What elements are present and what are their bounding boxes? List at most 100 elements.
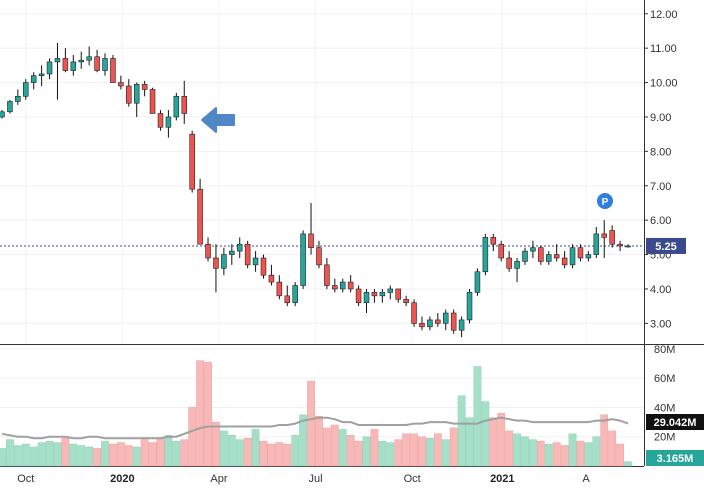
volume-bar	[140, 439, 149, 467]
candle	[474, 268, 481, 296]
candle-body	[86, 56, 92, 61]
candle-body	[506, 257, 512, 269]
volume-bar	[124, 445, 133, 467]
volume-bar	[132, 446, 141, 467]
candle	[229, 244, 235, 265]
volume-bar	[275, 442, 284, 467]
candle	[585, 251, 592, 262]
volume-bar	[410, 433, 418, 467]
candle	[284, 285, 291, 307]
candle-body	[30, 75, 37, 83]
candle-body	[157, 113, 164, 128]
back-arrow-icon	[201, 107, 235, 133]
candle-body	[561, 257, 568, 266]
volume-bar	[529, 439, 537, 467]
candle	[530, 240, 536, 258]
volume-bar	[346, 435, 355, 467]
candle-body	[577, 247, 584, 259]
volume-bar	[560, 445, 569, 467]
volume-bar	[235, 439, 244, 467]
volume-bar	[600, 414, 609, 467]
volume-bar	[608, 430, 617, 467]
volume-bars	[0, 360, 632, 467]
volume-bar	[330, 424, 339, 467]
price-tick-label: 8.00	[650, 146, 671, 158]
time-tick-label: Oct	[404, 473, 421, 485]
candle	[482, 233, 489, 276]
volume-bar	[299, 414, 308, 467]
volume-bar	[426, 437, 434, 467]
candle-body	[553, 254, 560, 259]
candle-body	[38, 73, 45, 76]
candle	[181, 80, 188, 124]
volume-bar	[172, 440, 181, 467]
candle-body	[126, 85, 132, 104]
candle-body	[514, 261, 520, 269]
volume-bar	[219, 430, 228, 467]
candle	[546, 251, 552, 265]
candle-body	[458, 319, 465, 331]
volume-bar	[505, 430, 514, 467]
candle-body	[339, 281, 346, 290]
candle-body	[585, 254, 592, 259]
candle	[506, 251, 512, 272]
candle-body	[300, 233, 306, 286]
volume-tick-label: 20M	[654, 432, 675, 444]
candle-body	[395, 288, 401, 300]
candle	[435, 313, 441, 327]
candle-body	[229, 250, 235, 255]
earnings-marker[interactable]: P	[597, 193, 613, 209]
candle-body	[292, 285, 298, 304]
candle-body	[205, 243, 211, 259]
volume-bar	[449, 427, 458, 467]
candle	[236, 237, 243, 258]
candle	[141, 80, 148, 97]
candle-body	[538, 247, 544, 262]
candle-body	[601, 233, 607, 238]
candle	[46, 58, 53, 80]
candle	[490, 233, 497, 252]
candle	[23, 79, 29, 100]
volume-bar	[21, 443, 30, 467]
volume-bar	[497, 413, 506, 467]
candle	[118, 75, 124, 90]
candle-body	[252, 257, 259, 266]
candle-body	[498, 243, 504, 259]
candle-body	[482, 237, 489, 273]
volume-bar	[45, 440, 54, 467]
candle-body	[530, 247, 536, 252]
candle-body	[442, 312, 449, 324]
volume-bar	[267, 443, 276, 467]
candle	[538, 245, 544, 265]
candle	[292, 282, 298, 307]
volume-bar	[196, 360, 204, 467]
volume-bar	[109, 443, 117, 467]
volume-tick-label: 80M	[654, 344, 675, 356]
candle-body	[466, 292, 473, 321]
candle	[427, 316, 433, 331]
candle	[260, 254, 267, 279]
volume-bar	[441, 439, 450, 467]
candle	[165, 110, 172, 138]
volume-bar	[568, 433, 577, 467]
volume-bar	[0, 448, 6, 467]
candle	[86, 46, 92, 66]
candle	[157, 110, 164, 131]
candle-body	[522, 250, 528, 262]
price-tick-label: 11.00	[650, 43, 677, 55]
candle	[7, 99, 13, 114]
candle-body	[387, 288, 394, 293]
candle	[0, 110, 5, 119]
average-volume-line	[1, 416, 629, 440]
volume-bar	[481, 401, 490, 467]
candle-body	[23, 82, 29, 97]
candle-body	[110, 58, 116, 83]
candle	[268, 264, 275, 286]
volume-bar	[592, 436, 601, 467]
candle	[347, 275, 354, 293]
volume-axis-labels: 80M 60M 40M 20M	[654, 344, 675, 444]
volume-bar	[164, 435, 173, 467]
volume-bar	[212, 421, 220, 467]
time-tick-label: Oct	[17, 473, 34, 485]
